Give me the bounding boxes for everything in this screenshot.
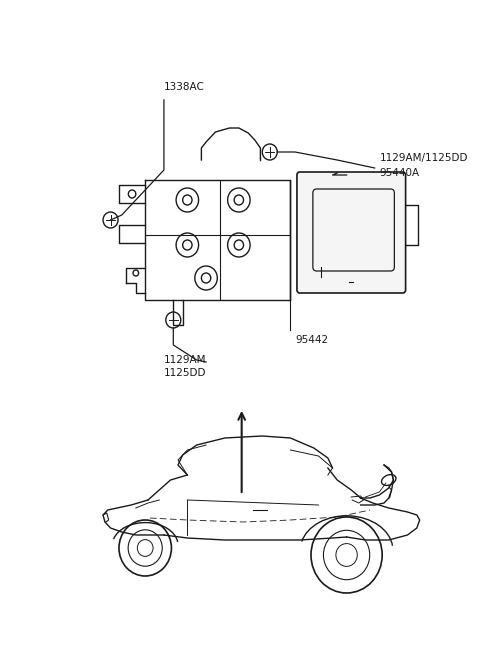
Text: 1129AM/1125DD: 1129AM/1125DD <box>379 153 468 163</box>
Text: 95442: 95442 <box>295 335 328 345</box>
Text: 1338AC: 1338AC <box>164 82 205 92</box>
Text: 1125DD: 1125DD <box>164 368 206 378</box>
Text: 95440A: 95440A <box>379 168 420 178</box>
Text: 1129AM: 1129AM <box>164 355 206 365</box>
FancyBboxPatch shape <box>297 172 406 293</box>
